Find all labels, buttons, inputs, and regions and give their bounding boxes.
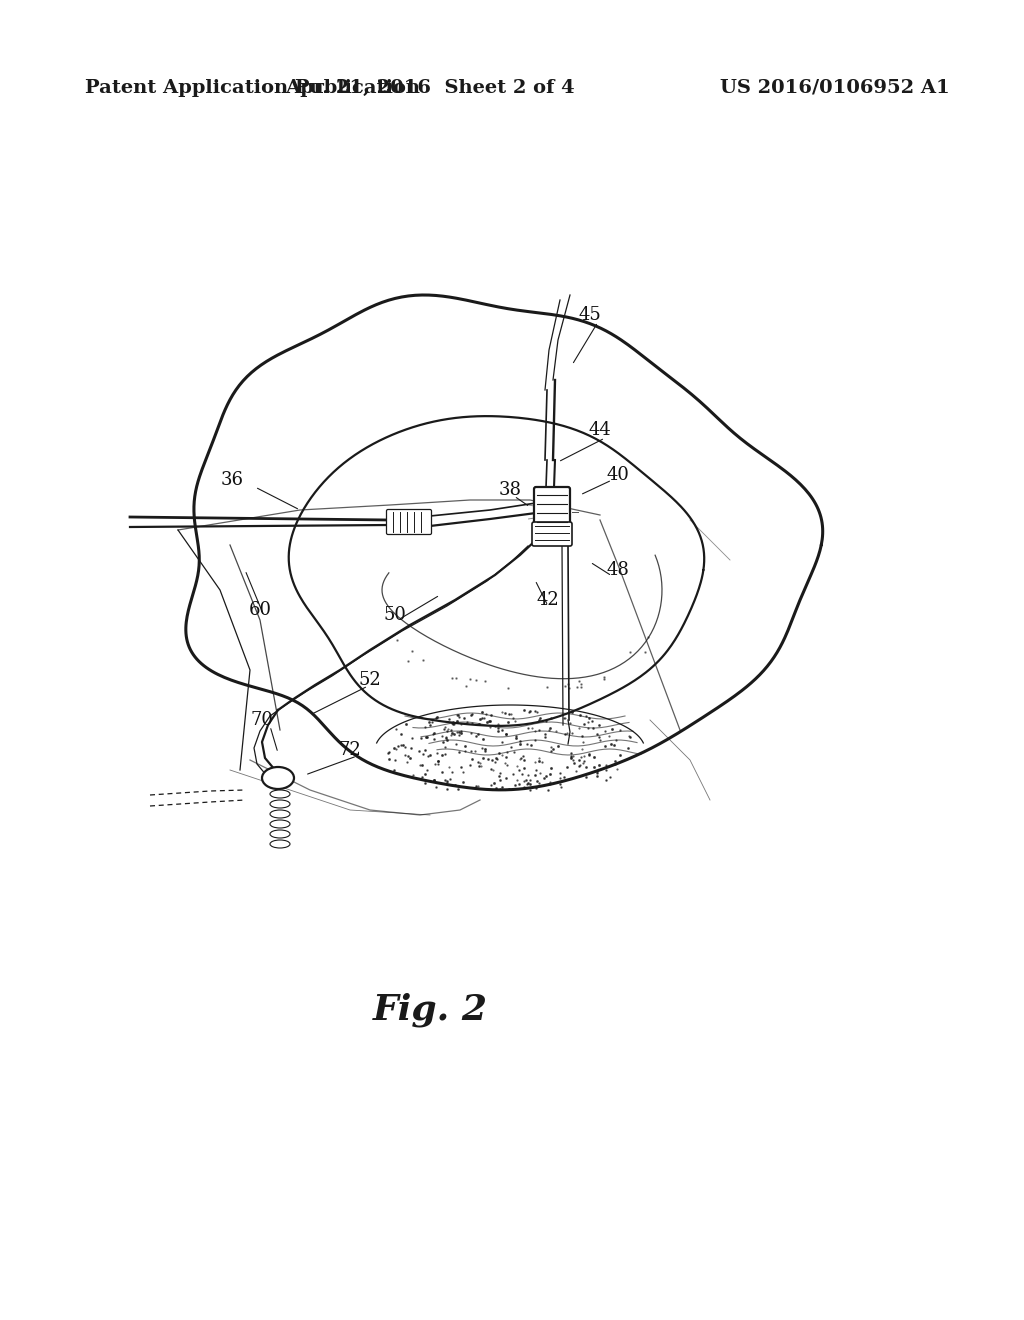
Text: 70: 70 — [251, 711, 273, 729]
Ellipse shape — [270, 830, 290, 838]
Text: Fig. 2: Fig. 2 — [373, 993, 487, 1027]
Text: 52: 52 — [358, 671, 381, 689]
FancyBboxPatch shape — [386, 510, 431, 535]
Text: 60: 60 — [249, 601, 271, 619]
Ellipse shape — [270, 789, 290, 799]
Ellipse shape — [270, 840, 290, 847]
Text: 44: 44 — [589, 421, 611, 440]
Text: 72: 72 — [339, 741, 361, 759]
Text: 45: 45 — [579, 306, 601, 323]
Text: 40: 40 — [606, 466, 630, 484]
Text: Apr. 21, 2016  Sheet 2 of 4: Apr. 21, 2016 Sheet 2 of 4 — [286, 79, 574, 96]
Text: US 2016/0106952 A1: US 2016/0106952 A1 — [720, 79, 949, 96]
Ellipse shape — [270, 810, 290, 818]
Text: 36: 36 — [220, 471, 244, 488]
Text: 38: 38 — [499, 480, 521, 499]
FancyBboxPatch shape — [534, 487, 570, 529]
Ellipse shape — [270, 820, 290, 828]
Text: 48: 48 — [606, 561, 630, 579]
Ellipse shape — [262, 767, 294, 789]
Text: 50: 50 — [384, 606, 407, 624]
FancyBboxPatch shape — [532, 521, 572, 546]
Text: Patent Application Publication: Patent Application Publication — [85, 79, 420, 96]
Ellipse shape — [270, 800, 290, 808]
Text: 42: 42 — [537, 591, 559, 609]
